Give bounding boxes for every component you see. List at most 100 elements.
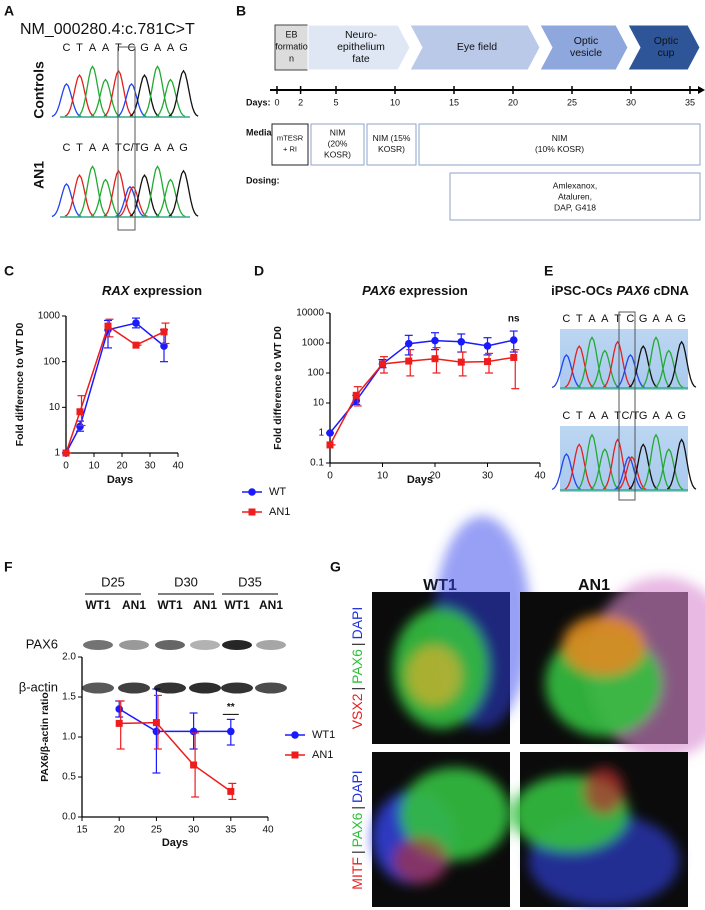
data-point — [510, 336, 518, 344]
title-part: expression — [399, 283, 468, 298]
base-letter: T — [614, 410, 621, 422]
x-tick-label: 30 — [144, 461, 156, 472]
lane-label: AN1 — [259, 598, 283, 612]
blot-band — [190, 640, 220, 650]
media-text: (20% — [328, 138, 348, 148]
x-axis-label: Days — [162, 837, 188, 849]
x-tick-label: 0 — [63, 461, 69, 472]
chromatogram-peak — [169, 71, 198, 116]
base-letter: A — [588, 410, 596, 422]
data-point — [405, 340, 413, 348]
chart-title: RAXexpression — [102, 283, 202, 298]
data-point — [115, 705, 123, 713]
x-tick-label: 0 — [327, 471, 333, 482]
base-letter: T — [76, 42, 83, 54]
row-label: Controls — [31, 61, 47, 119]
data-point — [379, 360, 386, 367]
media-text: KOSR) — [378, 144, 405, 154]
lane-label: WT1 — [224, 598, 250, 612]
chromatogram-peak — [169, 171, 198, 216]
dosing-label: Dosing: — [246, 175, 280, 185]
base-letter: T — [115, 142, 122, 154]
title-part: PAX6 — [362, 283, 396, 298]
x-tick-label: 30 — [188, 825, 200, 836]
label-part: | — [349, 642, 365, 646]
dosing-text: Amlexanox, — [553, 180, 597, 190]
data-point — [132, 319, 140, 327]
row-label: VSX2|PAX6|DAPI — [349, 607, 365, 730]
legend-marker — [292, 752, 299, 759]
data-point — [327, 441, 334, 448]
y-axis-label: PAX6/β-actin ratio — [39, 692, 51, 782]
legend-marker — [291, 731, 299, 739]
data-point — [105, 323, 112, 330]
y-tick-label: 1 — [54, 448, 60, 459]
chromatogram-peak — [78, 166, 107, 216]
timepoint: D30 — [174, 574, 198, 589]
media-text: KOSR) — [324, 149, 351, 159]
label-part: DAPI — [349, 770, 365, 803]
media-text: + RI — [283, 144, 297, 153]
y-tick-label: 0.1 — [310, 458, 324, 469]
day-label: 0 — [274, 97, 279, 107]
data-point — [326, 429, 334, 437]
base-letter: G — [677, 313, 686, 325]
data-point — [76, 423, 84, 431]
data-point — [133, 342, 140, 349]
series-line — [66, 326, 164, 453]
base-letter: A — [154, 142, 162, 154]
chromatogram-peak — [130, 75, 159, 116]
data-point — [431, 337, 439, 345]
base-letter: A — [601, 410, 609, 422]
x-axis-label: Days — [107, 474, 133, 486]
x-tick-label: 20 — [114, 825, 126, 836]
row-label: AN1 — [31, 161, 47, 189]
base-letter: G — [179, 142, 188, 154]
row-label: PAX6 — [26, 636, 58, 651]
stage-label: epithelium — [337, 41, 385, 53]
panel-label: F — [4, 559, 13, 575]
base-letter: A — [89, 142, 97, 154]
label-part: | — [349, 687, 365, 691]
signal — [584, 768, 624, 815]
chart-title: PAX6expression — [362, 283, 468, 298]
row-label: MITF|PAX6|DAPI — [349, 770, 365, 889]
panel-a-title: NM_000280.4:c.781C>T — [20, 21, 195, 38]
base-letter: A — [167, 142, 175, 154]
base-letter: C — [626, 313, 634, 325]
chromatogram-peak — [117, 84, 146, 117]
blot-band — [189, 683, 221, 694]
legend-label: AN1 — [269, 506, 290, 518]
base-letter: C — [562, 313, 570, 325]
chromatogram-peak — [156, 80, 185, 117]
day-label: 20 — [508, 97, 518, 107]
timeline-arrow — [698, 86, 705, 94]
base-letter: T — [576, 313, 583, 325]
day-label: 5 — [333, 97, 338, 107]
base-letter: A — [652, 410, 660, 422]
base-letter: A — [652, 313, 660, 325]
day-label: 25 — [567, 97, 577, 107]
y-tick-label: 10000 — [296, 308, 324, 319]
label-part: DAPI — [349, 607, 365, 640]
y-tick-label: 100 — [43, 356, 60, 367]
title-part: RAX — [102, 283, 131, 298]
data-point — [484, 342, 492, 350]
data-point — [190, 762, 197, 769]
label-part: | — [349, 806, 365, 810]
y-tick-label: 0.0 — [62, 812, 76, 823]
base-letter: G — [179, 42, 188, 54]
micrograph-signal — [393, 516, 531, 729]
y-tick-label: 2.0 — [62, 652, 76, 663]
series-line — [119, 709, 231, 731]
base-letter: G — [639, 313, 648, 325]
media-label: Media: — [246, 127, 275, 137]
x-tick-label: 20 — [116, 461, 128, 472]
blot-band — [82, 683, 114, 694]
stage-label: Eye field — [457, 41, 497, 53]
y-tick-label: 100 — [307, 368, 324, 379]
base-letter: T — [115, 42, 122, 54]
chromatogram-peak — [65, 175, 94, 216]
stage-label: EB — [285, 29, 297, 39]
chromatogram-peak — [156, 180, 185, 217]
